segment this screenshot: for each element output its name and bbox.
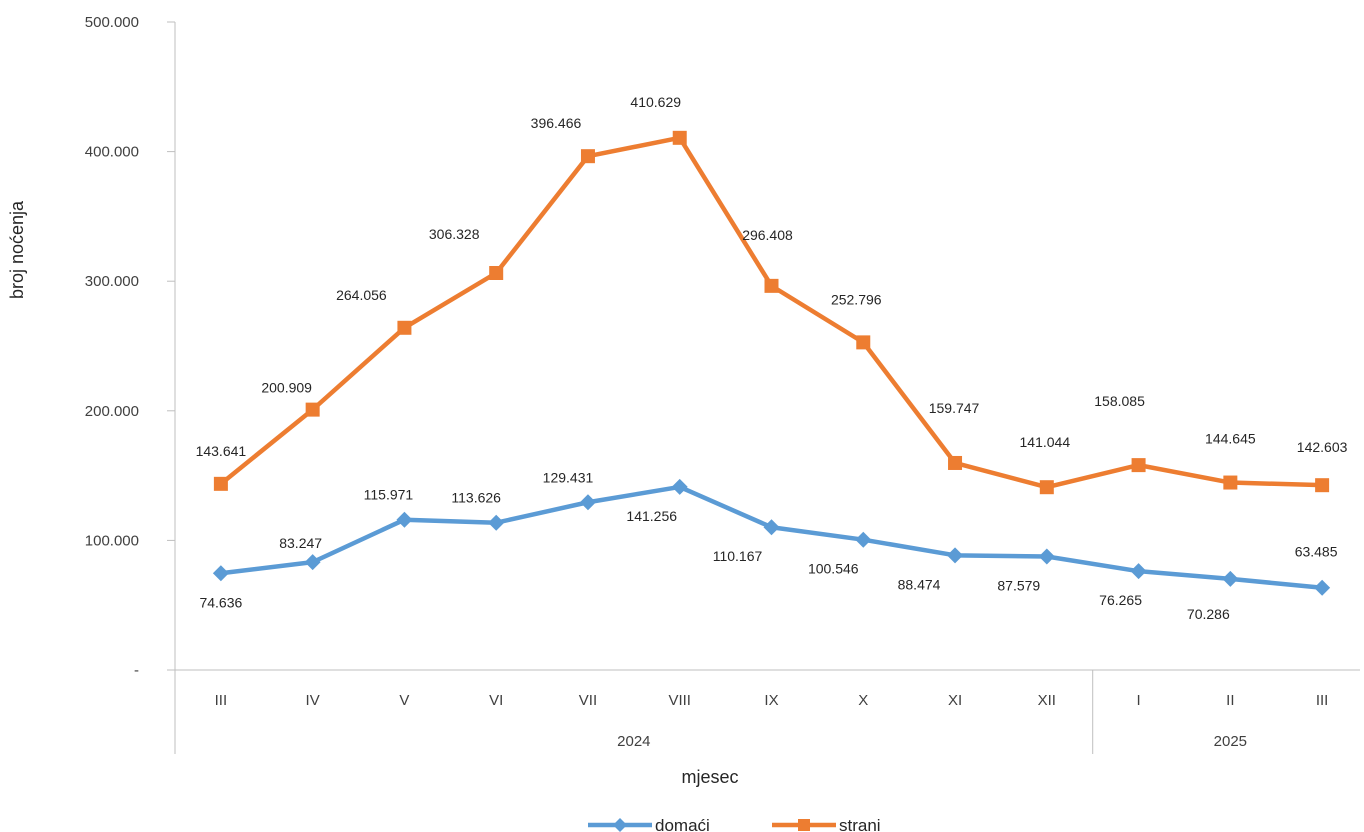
y-tick-label: - [134,662,139,679]
data-label: 76.265 [1099,592,1142,608]
x-tick-label: IV [306,692,320,709]
y-tick-label: 200.000 [85,403,139,420]
data-label: 113.626 [451,490,501,506]
y-tick-label: 300.000 [85,273,139,290]
legend: domaći strani [588,816,881,832]
data-label: 115.971 [364,487,414,503]
data-point [855,531,872,548]
data-label: 141.256 [626,508,677,524]
data-point [1131,458,1146,473]
x-tick-label: V [399,692,409,709]
x-tick-label: VII [579,692,597,709]
data-point [1315,478,1330,493]
x-tick-label: XI [948,692,962,709]
y-axis-title: broj noćenja [7,200,27,299]
data-label: 141.044 [1020,434,1071,450]
legend-item-domaći: domaći [588,816,710,832]
data-label: 143.641 [196,443,247,459]
x-tick-label: I [1136,692,1140,709]
data-label: 306.328 [429,226,480,242]
data-point [1039,480,1054,495]
data-label: 200.909 [261,380,312,396]
legend-label: domaći [655,816,710,832]
year-group-label: 2025 [1214,733,1247,750]
data-label: 87.579 [997,577,1040,593]
data-label: 63.485 [1295,544,1338,560]
y-tick-label: 500.000 [85,14,139,31]
x-tick-label: II [1226,692,1234,709]
data-point [212,565,229,582]
x-tick-label: VI [489,692,503,709]
data-label: 100.546 [808,561,859,577]
data-label: 88.474 [898,576,941,592]
data-label: 144.645 [1205,431,1256,447]
data-label: 129.431 [543,469,594,485]
data-label: 110.167 [713,548,763,564]
data-point [488,514,505,531]
x-axis-title: mjesec [681,767,738,787]
y-tick-label: 400.000 [85,144,139,161]
data-point [947,547,964,564]
data-label: 158.085 [1094,393,1145,409]
legend-label: strani [839,816,881,832]
data-point [1222,570,1239,587]
legend-marker [798,819,810,831]
data-point [489,265,504,280]
series-strani [213,130,1330,495]
data-point [305,402,320,417]
series-layer [212,130,1331,596]
data-point [1314,579,1331,596]
data-point [856,335,871,350]
data-point [764,278,779,293]
data-label: 70.286 [1187,606,1230,622]
data-point [304,554,321,571]
data-point [1223,475,1238,490]
x-tick-label: XII [1038,692,1056,709]
x-tick-label: VIII [668,692,691,709]
data-point [672,130,687,145]
legend-marker [613,818,627,832]
series-domaći [212,478,1331,596]
data-point [580,149,595,164]
x-tick-label: III [215,692,228,709]
data-label: 252.796 [831,291,882,307]
data-point [213,476,228,491]
data-point [579,494,596,511]
data-point [948,455,963,470]
data-point [763,519,780,536]
data-point [1130,563,1147,580]
data-label: 142.603 [1297,439,1348,455]
data-label: 264.056 [336,287,387,303]
data-point [671,478,688,495]
data-label: 159.747 [929,400,980,416]
year-group-label: 2024 [617,733,650,750]
data-labels: 74.636 83.247 115.971 113.626 129.431 141.256… [196,94,1348,622]
x-tick-label: III [1316,692,1329,709]
x-tick-label: X [858,692,868,709]
data-label: 396.466 [531,115,582,131]
data-label: 83.247 [279,535,322,551]
data-label: 296.408 [742,227,793,243]
data-label: 74.636 [199,594,242,610]
data-point [1038,548,1055,565]
data-label: 410.629 [630,94,681,110]
data-point [397,320,412,335]
series-line [218,135,1325,490]
x-tick-label: IX [764,692,778,709]
y-tick-label: 100.000 [85,532,139,549]
legend-item-strani: strani [772,816,881,832]
data-point [396,511,413,528]
